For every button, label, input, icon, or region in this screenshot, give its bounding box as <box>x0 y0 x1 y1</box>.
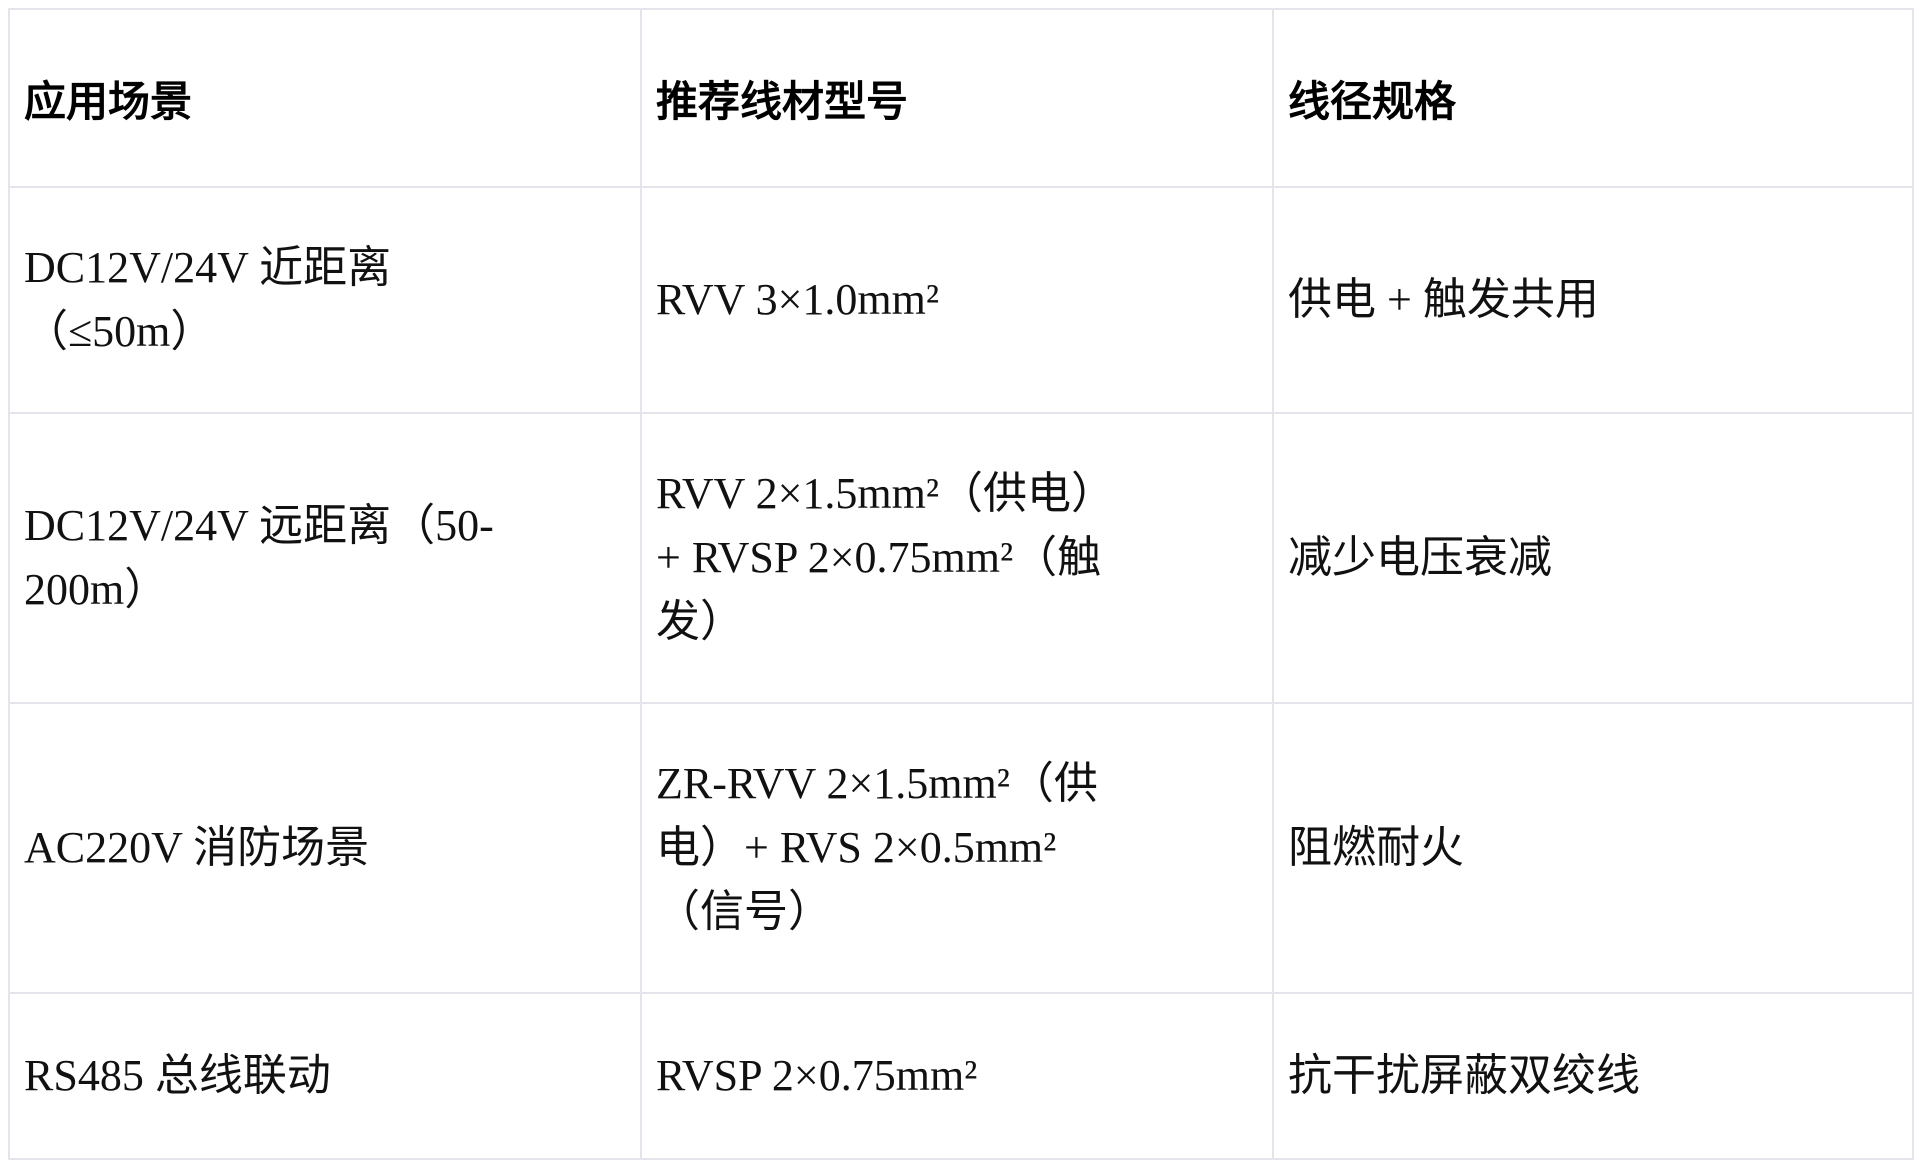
cell-wire-model: RVV 2×1.5mm²（供电） + RVSP 2×0.75mm²（触 发） <box>640 412 1274 704</box>
cell-wire-spec: 供电 + 触发共用 <box>1272 186 1914 414</box>
table-row: RS485 总线联动 RVSP 2×0.75mm² 抗干扰屏蔽双绞线 <box>8 992 1914 1160</box>
cell-wire-model: ZR-RVV 2×1.5mm²（供 电）+ RVS 2×0.5mm² （信号） <box>640 702 1274 994</box>
table-row: DC12V/24V 近距离 （≤50m） RVV 3×1.0mm² 供电 + 触… <box>8 186 1914 414</box>
cell-scenario: RS485 总线联动 <box>8 992 642 1160</box>
column-header-scenario: 应用场景 <box>8 8 642 188</box>
column-header-wire-model: 推荐线材型号 <box>640 8 1274 188</box>
cell-scenario: AC220V 消防场景 <box>8 702 642 994</box>
header-row: 应用场景 推荐线材型号 线径规格 <box>8 8 1914 188</box>
cell-wire-spec: 减少电压衰减 <box>1272 412 1914 704</box>
table-row: DC12V/24V 远距离（50- 200m） RVV 2×1.5mm²（供电）… <box>8 412 1914 704</box>
wiring-spec-table: 应用场景 推荐线材型号 线径规格 DC12V/24V 近距离 （≤50m） RV… <box>8 8 1914 1160</box>
cell-wire-spec: 抗干扰屏蔽双绞线 <box>1272 992 1914 1160</box>
column-header-wire-spec: 线径规格 <box>1272 8 1914 188</box>
cell-wire-spec: 阻燃耐火 <box>1272 702 1914 994</box>
table-row: AC220V 消防场景 ZR-RVV 2×1.5mm²（供 电）+ RVS 2×… <box>8 702 1914 994</box>
cell-scenario: DC12V/24V 远距离（50- 200m） <box>8 412 642 704</box>
cell-scenario: DC12V/24V 近距离 （≤50m） <box>8 186 642 414</box>
cell-wire-model: RVSP 2×0.75mm² <box>640 992 1274 1160</box>
cell-wire-model: RVV 3×1.0mm² <box>640 186 1274 414</box>
